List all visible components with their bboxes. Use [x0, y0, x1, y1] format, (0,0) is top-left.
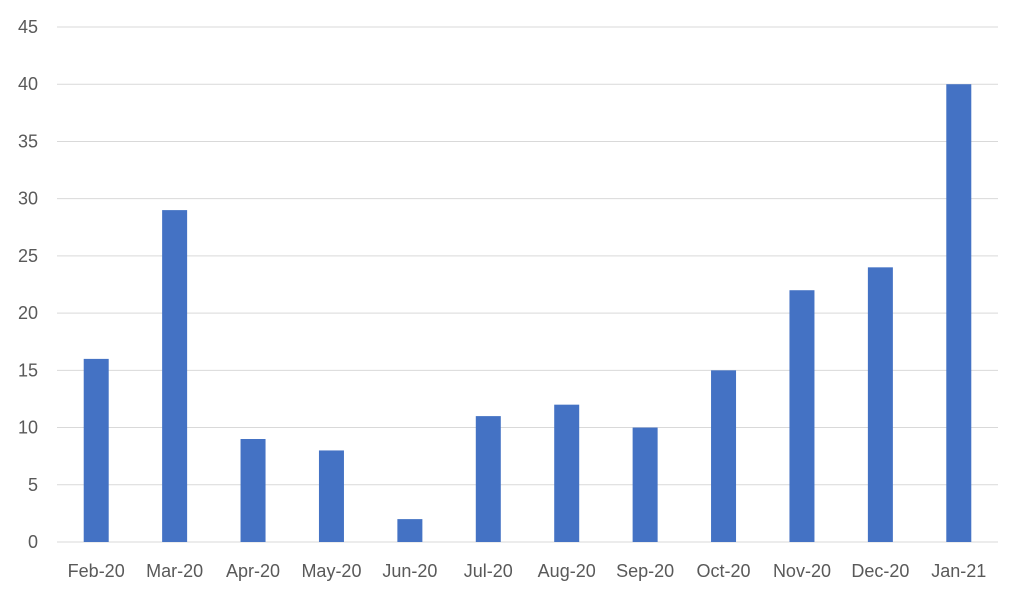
y-tick-label-5: 5 — [28, 475, 38, 495]
y-tick-label-35: 35 — [18, 131, 38, 151]
y-tick-label-0: 0 — [28, 532, 38, 552]
y-axis-tick-labels: 0 5 10 15 20 25 30 35 40 45 — [18, 17, 38, 552]
x-axis-tick-labels: Feb-20 Mar-20 Apr-20 May-20 Jun-20 Jul-20 Aug-… — [68, 561, 987, 581]
y-tick-label-15: 15 — [18, 360, 38, 380]
x-tick-label-Jan-21: Jan-21 — [931, 561, 986, 581]
x-tick-label-Oct-20: Oct-20 — [697, 561, 751, 581]
bar-Jul-20 — [475, 416, 501, 542]
x-tick-label-Aug-20: Aug-20 — [538, 561, 596, 581]
y-tick-label-30: 30 — [18, 189, 38, 209]
bar-Mar-20 — [162, 210, 188, 542]
x-tick-label-Jun-20: Jun-20 — [382, 561, 437, 581]
bar-Feb-20 — [83, 358, 109, 542]
bar-Dec-20 — [867, 267, 893, 542]
bar-Jun-20 — [397, 519, 423, 542]
x-tick-label-Dec-20: Dec-20 — [851, 561, 909, 581]
bars — [83, 84, 972, 542]
gridlines — [57, 26, 998, 543]
x-tick-label-Nov-20: Nov-20 — [773, 561, 831, 581]
x-tick-label-Mar-20: Mar-20 — [146, 561, 203, 581]
bar-Sep-20 — [632, 427, 658, 542]
x-tick-label-Jul-20: Jul-20 — [464, 561, 513, 581]
bar-Apr-20 — [240, 439, 266, 542]
x-tick-label-Feb-20: Feb-20 — [68, 561, 125, 581]
bar-May-20 — [318, 450, 344, 542]
bar-Jan-21 — [946, 84, 972, 542]
x-tick-label-Sep-20: Sep-20 — [616, 561, 674, 581]
y-tick-label-45: 45 — [18, 17, 38, 37]
x-tick-label-Apr-20: Apr-20 — [226, 561, 280, 581]
y-tick-label-25: 25 — [18, 246, 38, 266]
bar-Nov-20 — [789, 290, 815, 542]
y-tick-label-40: 40 — [18, 74, 38, 94]
x-tick-label-May-20: May-20 — [301, 561, 361, 581]
y-tick-label-20: 20 — [18, 303, 38, 323]
bar-Oct-20 — [711, 370, 737, 542]
bar-Aug-20 — [554, 404, 580, 542]
y-tick-label-10: 10 — [18, 418, 38, 438]
